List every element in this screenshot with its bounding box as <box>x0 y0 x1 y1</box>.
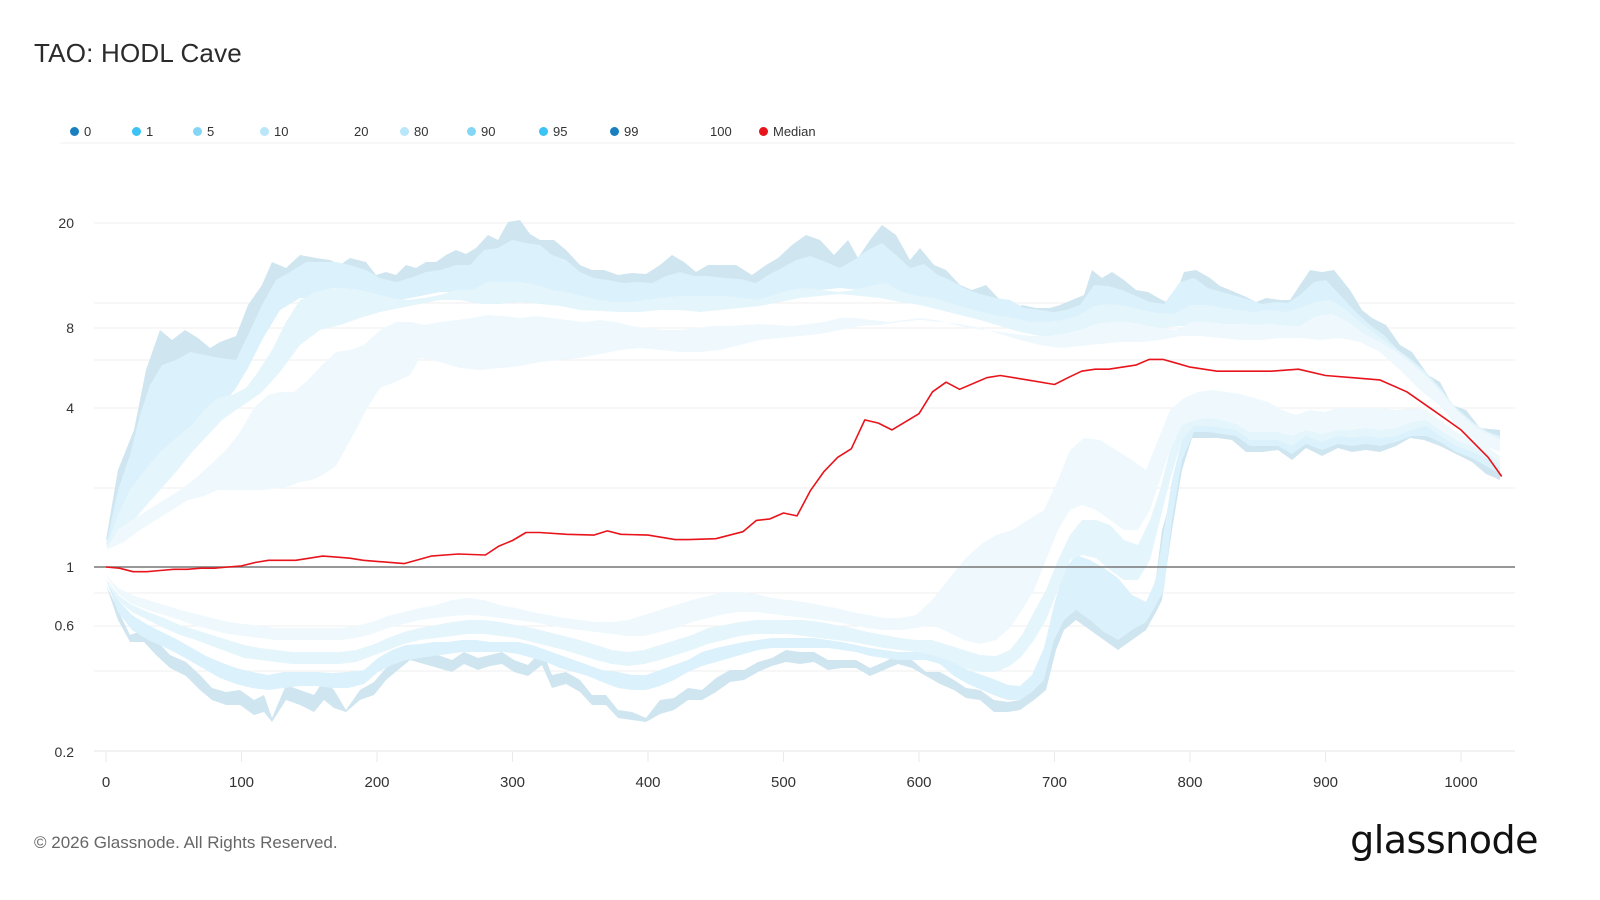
x-tick-label: 200 <box>364 774 389 791</box>
band-80-90 <box>106 314 1500 550</box>
x-tick-label: 400 <box>635 774 660 791</box>
legend-dot-icon <box>260 126 269 136</box>
x-tick-label: 800 <box>1177 774 1202 791</box>
band-5-10 <box>106 404 1500 672</box>
legend-label: 100 <box>710 123 732 139</box>
legend-item-100[interactable]: 100 <box>696 124 732 139</box>
lower-bands <box>106 390 1500 722</box>
legend-label: 95 <box>553 123 568 139</box>
x-tick-label: 300 <box>500 774 525 791</box>
legend-label: 99 <box>624 123 639 139</box>
legend-label: Median <box>773 123 816 139</box>
band-99-100 <box>106 220 1500 540</box>
y-tick-label: 8 <box>66 320 74 336</box>
y-tick-label: 1 <box>66 559 74 575</box>
legend-item-90[interactable]: 90 <box>467 124 495 139</box>
band-0-1 <box>106 420 1500 722</box>
copyright-footer: © 2026 Glassnode. All Rights Reserved. <box>34 833 338 852</box>
legend-dot-icon <box>193 126 202 136</box>
legend-dot-icon <box>70 126 79 136</box>
y-tick-label: 0.6 <box>55 618 75 634</box>
x-tick-label: 100 <box>229 774 254 791</box>
legend-item-80[interactable]: 80 <box>400 124 428 139</box>
x-tick-label: 600 <box>906 774 931 791</box>
legend-label: 90 <box>481 123 496 139</box>
x-tick-label: 900 <box>1313 774 1338 791</box>
upper-bands <box>106 220 1500 550</box>
legend-dot-icon <box>759 126 768 136</box>
legend-dot-icon <box>467 126 476 136</box>
legend-item-10[interactable]: 10 <box>260 124 288 139</box>
legend-item-0[interactable]: 0 <box>70 124 91 139</box>
legend-label: 1 <box>146 123 154 139</box>
legend-label: 20 <box>354 123 369 139</box>
x-tick-label: 500 <box>771 774 796 791</box>
legend-label: 80 <box>414 123 429 139</box>
glassnode-logo[interactable]: glassnode <box>1350 818 1538 862</box>
legend-dot-icon <box>132 126 141 136</box>
median-line <box>105 358 1503 573</box>
legend-label: 5 <box>207 123 215 139</box>
x-tick-label: 1000 <box>1444 774 1477 791</box>
legend-dot-icon <box>610 126 619 136</box>
band-10-20 <box>106 390 1500 644</box>
y-tick-label: 0.2 <box>55 744 75 760</box>
y-axis: 0.2 0.6 1 4 8 20 <box>55 215 75 760</box>
x-tick-label: 0 <box>102 774 110 791</box>
legend-item-5[interactable]: 5 <box>193 124 214 139</box>
legend-label: 10 <box>274 123 289 139</box>
legend-item-20[interactable]: 20 <box>340 124 368 139</box>
chart-title: TAO: HODL Cave <box>34 38 242 68</box>
legend-label: 0 <box>84 123 92 139</box>
legend-item-95[interactable]: 95 <box>539 124 567 139</box>
band-1-5 <box>106 416 1500 700</box>
x-tick-label: 700 <box>1042 774 1067 791</box>
legend-item-median[interactable]: Median <box>759 124 816 139</box>
legend-item-99[interactable]: 99 <box>610 124 638 139</box>
y-tick-label: 20 <box>58 215 74 231</box>
x-axis: 0 100 200 300 400 500 600 700 800 900 1000 <box>102 751 1478 791</box>
y-tick-label: 4 <box>66 400 74 416</box>
legend-item-1[interactable]: 1 <box>132 124 153 139</box>
legend-dot-icon <box>539 126 548 136</box>
legend-dot-icon <box>400 126 409 136</box>
